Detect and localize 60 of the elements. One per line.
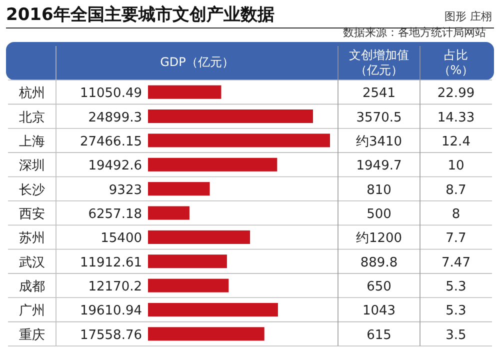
data-label: 7.7	[446, 231, 466, 246]
data-label: 11050.49	[80, 86, 142, 102]
data-label: 615	[366, 328, 392, 343]
chart-title: 2016年全国主要城市文创产业数据	[6, 5, 274, 25]
data-label: 11912.61	[80, 255, 142, 270]
y-tick-label: 杭州	[18, 86, 45, 102]
y-tick-label: 苏州	[19, 231, 45, 246]
y-tick-label: 深圳	[19, 158, 45, 174]
bar	[148, 278, 229, 292]
data-label: 5.3	[446, 280, 466, 295]
y-tick-label: 长沙	[19, 182, 45, 198]
data-label: 9323	[108, 182, 142, 198]
y-tick-label: 广州	[19, 304, 45, 319]
bar	[148, 254, 227, 268]
data-label: 15400	[100, 231, 142, 246]
data-label: 17558.76	[80, 328, 142, 343]
data-label: 650	[366, 280, 392, 295]
y-tick-label: 西安	[19, 206, 45, 222]
data-label: 8	[452, 207, 460, 222]
bar	[148, 134, 330, 148]
bar	[148, 206, 190, 220]
data-label: 2541	[362, 86, 396, 102]
data-label: 14.33	[437, 110, 475, 126]
data-label: 5.3	[446, 304, 466, 319]
data-label: 19492.6	[88, 158, 142, 174]
data-label: 810	[366, 182, 392, 198]
text: 文创增加值（亿元）	[349, 48, 409, 77]
data-label: 500	[366, 207, 392, 222]
data-label: 1949.7	[356, 158, 402, 174]
y-tick-label: 上海	[19, 134, 45, 150]
data-label: 889.8	[360, 255, 398, 270]
y-tick-label: 武汉	[19, 255, 45, 270]
data-label: 10	[448, 158, 464, 174]
data-label: 1043	[362, 304, 396, 319]
bar	[148, 182, 210, 196]
data-label: 12170.2	[88, 280, 142, 295]
bar	[148, 302, 278, 316]
text: 图形 庄栩	[444, 10, 492, 23]
data-label: 约3410	[356, 134, 402, 150]
bar	[148, 327, 264, 341]
bar	[148, 230, 250, 244]
y-tick-label: 重庆	[19, 328, 45, 343]
data-label: 7.47	[442, 255, 470, 270]
data-label: 6257.18	[88, 207, 142, 222]
y-tick-label: 北京	[19, 110, 45, 126]
bar	[148, 110, 313, 124]
data-label: 22.99	[437, 86, 475, 102]
data-label: 12.4	[442, 134, 470, 150]
data-label: 19610.94	[80, 304, 142, 319]
data-label: 27466.15	[80, 134, 142, 150]
data-label: 24899.3	[88, 110, 142, 126]
bar	[148, 158, 278, 172]
x-axis-title: GDP（亿元）	[160, 55, 234, 69]
text: 占比（%）	[438, 48, 474, 77]
data-label: 3570.5	[356, 110, 402, 126]
data-label: 约1200	[356, 231, 402, 246]
data-label: 8.7	[446, 182, 466, 198]
data-label: 3.5	[446, 328, 466, 343]
bar	[148, 85, 222, 99]
y-tick-label: 成都	[19, 280, 45, 295]
